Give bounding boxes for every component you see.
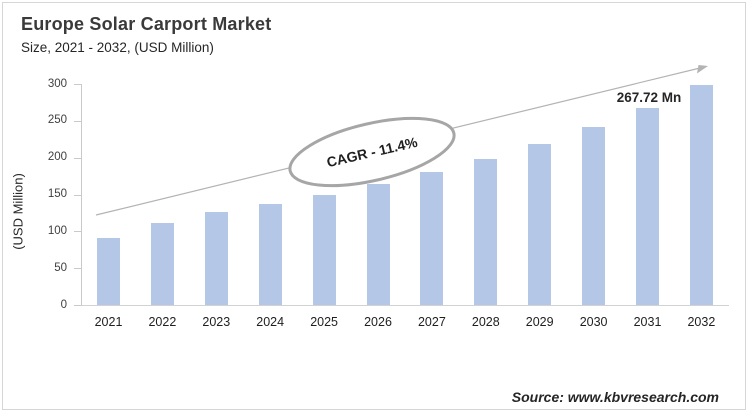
x-tick-label-2030: 2030 bbox=[579, 315, 608, 329]
y-tick-mark bbox=[74, 194, 81, 196]
y-tick-label-200: 200 bbox=[47, 151, 67, 164]
bar-2029 bbox=[528, 143, 552, 305]
bar-2021 bbox=[97, 237, 120, 305]
x-tick-label-2032: 2032 bbox=[687, 315, 716, 329]
y-tick-mark bbox=[74, 231, 81, 233]
chart-subtitle: Size, 2021 - 2032, (USD Million) bbox=[21, 40, 214, 55]
x-tick-label-2021: 2021 bbox=[94, 315, 123, 329]
x-tick-label-2027: 2027 bbox=[417, 315, 446, 329]
y-tick-mark bbox=[74, 84, 81, 85]
bar-2028 bbox=[474, 159, 498, 305]
x-tick-label-2022: 2022 bbox=[148, 315, 177, 329]
y-tick-label-0: 0 bbox=[60, 298, 67, 311]
bar-2030 bbox=[582, 126, 606, 305]
bar-2023 bbox=[204, 212, 228, 305]
bar-2027 bbox=[420, 172, 444, 305]
y-tick-label-100: 100 bbox=[47, 224, 67, 237]
x-tick-label-2023: 2023 bbox=[202, 315, 231, 329]
y-tick-mark bbox=[74, 305, 81, 306]
bar-2024 bbox=[258, 204, 282, 305]
bar-2032 bbox=[689, 85, 713, 305]
data-label-2031: 267.72 Mn bbox=[616, 90, 682, 105]
y-tick-label-250: 250 bbox=[47, 114, 67, 127]
source-text: Source: www.kbvresearch.com bbox=[511, 389, 719, 405]
chart-card: Europe Solar Carport Market Size, 2021 -… bbox=[2, 2, 746, 410]
x-tick-label-2029: 2029 bbox=[525, 315, 554, 329]
trend-arrowhead-icon bbox=[697, 65, 708, 74]
y-tick-mark bbox=[74, 157, 81, 159]
y-tick-mark bbox=[74, 120, 81, 122]
bar-2026 bbox=[366, 184, 390, 305]
bar-2031 bbox=[636, 107, 659, 305]
bar-2025 bbox=[312, 195, 336, 305]
x-tick-label-2028: 2028 bbox=[471, 315, 500, 329]
y-tick-label-150: 150 bbox=[47, 188, 67, 200]
x-axis-line bbox=[81, 305, 729, 306]
x-tick-label-2024: 2024 bbox=[256, 315, 285, 329]
y-tick-label-300: 300 bbox=[47, 77, 67, 90]
x-tick-label-2031: 2031 bbox=[633, 315, 662, 329]
y-tick-mark bbox=[74, 268, 81, 270]
y-axis-line bbox=[81, 84, 82, 306]
chart-title: Europe Solar Carport Market bbox=[21, 14, 272, 34]
plot-area bbox=[81, 84, 729, 305]
y-tick-label-50: 50 bbox=[54, 261, 67, 274]
x-tick-label-2025: 2025 bbox=[310, 315, 338, 329]
bar-2022 bbox=[150, 223, 174, 305]
x-tick-label-2026: 2026 bbox=[364, 315, 392, 329]
